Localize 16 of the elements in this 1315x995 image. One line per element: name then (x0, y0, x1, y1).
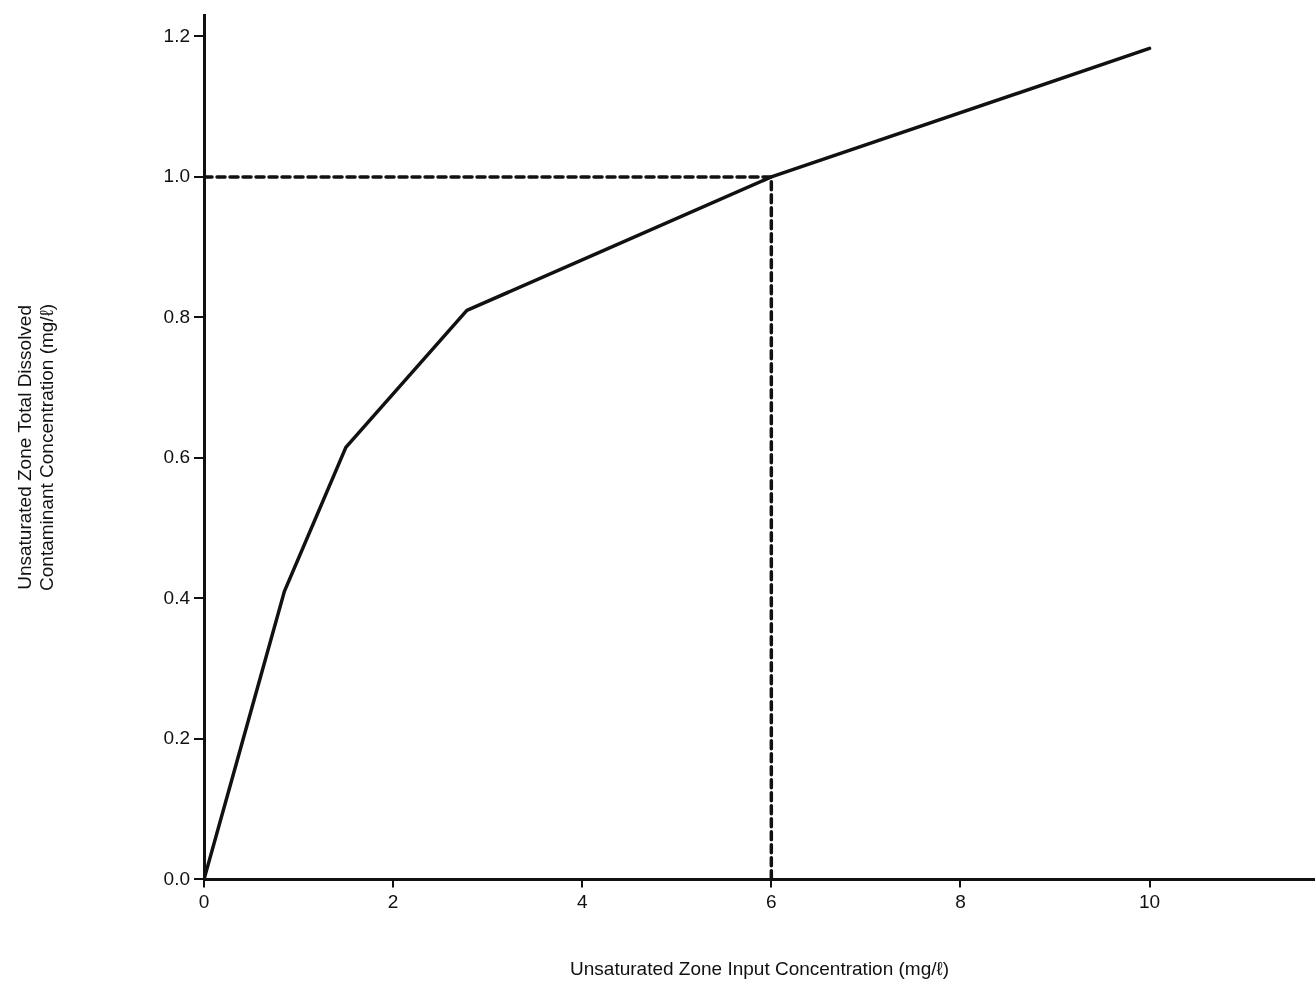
x-tick-label: 10 (1138, 891, 1161, 913)
y-tick-label: 0.0 (163, 867, 191, 889)
y-tick-label: 0.2 (163, 727, 191, 749)
y-tick-label: 1.2 (163, 24, 191, 46)
y-tick-label: 0.6 (163, 446, 191, 468)
x-tick-label: 6 (766, 891, 777, 913)
x-tick-label: 0 (198, 891, 210, 913)
text: Contaminant Concentration (mg/ℓ) (36, 303, 58, 591)
x-tick-label: 4 (576, 891, 588, 913)
text: Unsaturated Zone Total Dissolved (13, 304, 35, 590)
x-axis-title: Unsaturated Zone Input Concentration (mg/ℓ) (570, 957, 949, 979)
y-tick-label: 0.4 (163, 586, 191, 608)
x-tick-label: 2 (387, 891, 399, 913)
x-tick-label: 8 (955, 891, 966, 913)
y-tick-label: 1.0 (163, 165, 191, 187)
y-tick-label: 0.8 (163, 305, 191, 327)
